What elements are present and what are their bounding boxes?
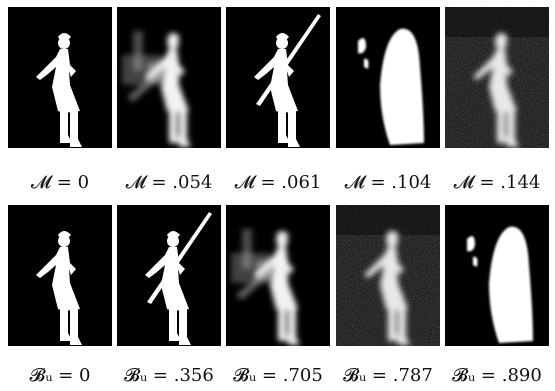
caption-r1-c5: 𝓜 = .144 <box>453 172 541 193</box>
caption-r1-c1: 𝓜 = 0 <box>30 172 90 193</box>
caption-r2-c4: 𝓑ᵤ = .787 <box>343 365 433 386</box>
caption-r2-c2: 𝓑ᵤ = .356 <box>124 365 214 386</box>
panel-noisy-silhouette <box>445 7 549 148</box>
caption-r1-c4: 𝓜 = .104 <box>344 172 432 193</box>
caption-r2-c5: 𝓑ᵤ = .890 <box>452 365 542 386</box>
panel-blurry-crowd <box>226 205 330 346</box>
caption-r1-c2: 𝓜 = .054 <box>125 172 213 193</box>
panel-silhouette-with-spear <box>117 205 221 346</box>
panel-gt-silhouette <box>8 7 112 148</box>
panel-smooth-blob <box>445 205 549 346</box>
caption-r1-c3: 𝓜 = .061 <box>234 172 322 193</box>
panel-smooth-blob <box>336 7 440 148</box>
panel-gt-silhouette <box>8 205 112 346</box>
panel-blurry-crowd <box>117 7 221 148</box>
panel-silhouette-with-spear <box>226 7 330 148</box>
caption-r2-c3: 𝓑ᵤ = .705 <box>233 365 323 386</box>
caption-r2-c1: 𝓑ᵤ = 0 <box>29 365 91 386</box>
panel-noisy-silhouette <box>336 205 440 346</box>
